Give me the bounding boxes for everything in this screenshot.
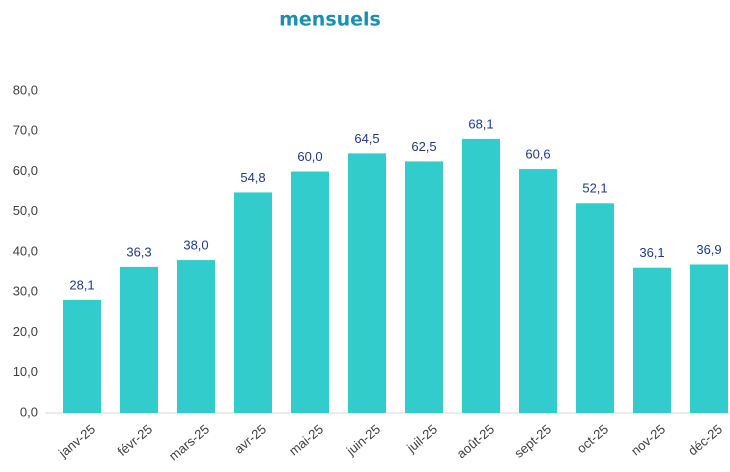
- value-label: 36,1: [639, 245, 664, 260]
- value-label: 64,5: [354, 131, 379, 146]
- bar: [576, 203, 614, 413]
- value-label: 36,9: [696, 242, 721, 257]
- bar: [519, 169, 557, 413]
- bar: [291, 171, 329, 413]
- bar: [462, 138, 500, 413]
- x-tick-label: juin-25: [343, 421, 383, 458]
- y-tick-label: 80,0: [13, 82, 38, 97]
- value-label: 60,6: [525, 147, 550, 162]
- value-label: 60,0: [297, 149, 322, 164]
- x-tick-label: sept-25: [511, 421, 554, 460]
- x-tick-label: janv-25: [55, 421, 98, 461]
- x-tick-label: mai-25: [286, 421, 326, 458]
- value-label: 52,1: [582, 181, 607, 196]
- bar: [405, 161, 443, 413]
- value-label: 68,1: [468, 116, 493, 131]
- x-tick-label: nov-25: [628, 421, 668, 458]
- x-tick-label: mars-25: [166, 421, 212, 463]
- x-tick-label: juil-25: [403, 421, 440, 455]
- value-label: 36,3: [126, 244, 151, 259]
- x-tick-label: févr-25: [114, 421, 155, 459]
- x-tick-label: oct-25: [574, 421, 611, 456]
- bar: [234, 192, 272, 413]
- chart-title: mensuels: [279, 9, 381, 31]
- x-tick-label: août-25: [454, 421, 497, 461]
- bar: [690, 264, 728, 413]
- value-label: 38,0: [183, 237, 208, 252]
- y-tick-label: 40,0: [13, 243, 38, 258]
- bar: [177, 260, 215, 413]
- bar: [633, 267, 671, 413]
- y-tick-label: 60,0: [13, 163, 38, 178]
- y-tick-label: 0,0: [20, 404, 38, 419]
- value-label: 28,1: [69, 277, 94, 292]
- value-label: 54,8: [240, 170, 265, 185]
- y-tick-label: 70,0: [13, 123, 38, 138]
- y-tick-label: 10,0: [13, 364, 38, 379]
- value-label: 62,5: [411, 139, 436, 154]
- y-tick-label: 50,0: [13, 203, 38, 218]
- x-tick-label: déc-25: [685, 421, 725, 458]
- y-tick-label: 20,0: [13, 324, 38, 339]
- bar: [63, 299, 101, 413]
- bar: [120, 266, 158, 413]
- y-tick-label: 30,0: [13, 284, 38, 299]
- x-tick-label: avr-25: [231, 421, 269, 456]
- bar: [348, 153, 386, 413]
